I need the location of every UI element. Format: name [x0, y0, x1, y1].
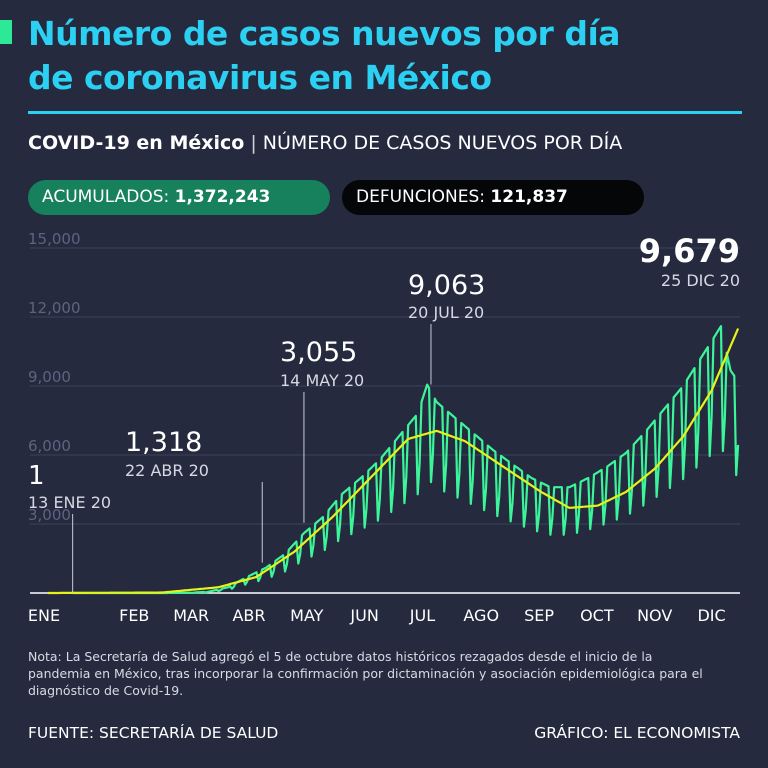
title-line-1: Número de casos nuevos por día	[28, 14, 621, 53]
daily-cases-line	[72, 325, 740, 595]
deaths-label: DEFUNCIONES:	[356, 187, 486, 207]
x-tick-label: MAR	[173, 606, 209, 625]
cases-chart: 3,000 6,000 9,000 12,000 15,000 ENE FEB MAR ABR M…	[28, 230, 740, 625]
source-credit: FUENTE: SECRETARÍA DE SALUD	[28, 724, 279, 742]
accumulated-value: 1,372,243	[174, 187, 271, 207]
trend-line	[48, 328, 740, 595]
x-tick-label: JUN	[349, 606, 378, 625]
accumulated-label: ACUMULADOS:	[42, 187, 170, 207]
x-tick-label: DIC	[697, 606, 725, 625]
annotation-date: 14 MAY 20	[280, 371, 364, 390]
x-tick-label: SEP	[524, 606, 554, 625]
annotation-date: 20 JUL 20	[408, 303, 484, 322]
x-tick-label: FEB	[119, 606, 149, 625]
title-accent-bar	[0, 20, 12, 44]
title-line-2: de coronavirus en México	[28, 58, 492, 97]
accumulated-badge: ACUMULADOS: 1,372,243	[28, 180, 330, 215]
annotation-value: 3,055	[280, 337, 357, 368]
annotation-value: 1	[28, 461, 45, 491]
y-tick-label: 6,000	[28, 437, 71, 455]
deaths-badge: DEFUNCIONES: 121,837	[342, 180, 644, 215]
subtitle: COVID-19 en México | NÚMERO DE CASOS NUEVO…	[28, 132, 622, 154]
y-tick-label: 12,000	[28, 299, 81, 317]
y-tick-label: 9,000	[28, 368, 71, 386]
deaths-value: 121,837	[490, 187, 568, 207]
annotation-value: 1,318	[125, 427, 202, 458]
subtitle-bold: COVID-19 en México	[28, 132, 245, 154]
y-tick-label: 15,000	[28, 230, 81, 248]
x-tick-label: AGO	[463, 606, 499, 625]
x-tick-label: JUL	[409, 606, 435, 625]
annotation-date: 25 DIC 20	[661, 271, 740, 290]
graphic-credit: GRÁFICO: EL ECONOMISTA	[534, 724, 740, 742]
title-divider	[28, 111, 742, 114]
annotation-date: 22 ABR 20	[125, 461, 209, 480]
x-tick-label: OCT	[580, 606, 614, 625]
footnote: Nota: La Secretaría de Salud agregó el 5…	[28, 649, 703, 698]
x-tick-label: NOV	[637, 606, 672, 625]
x-tick-label: MAY	[290, 606, 324, 625]
subtitle-separator: |	[250, 132, 257, 154]
annotation-value: 9,063	[408, 270, 485, 301]
page-title: Número de casos nuevos por día de corona…	[28, 12, 748, 100]
subtitle-rest: NÚMERO DE CASOS NUEVOS POR DÍA	[262, 132, 623, 154]
annotation-value: 9,679	[639, 232, 740, 270]
x-tick-label: ABR	[232, 606, 265, 625]
y-tick-label: 3,000	[28, 506, 71, 524]
annotation-date: 13 ENE 20	[28, 493, 111, 512]
x-tick-label: ENE	[28, 606, 60, 625]
